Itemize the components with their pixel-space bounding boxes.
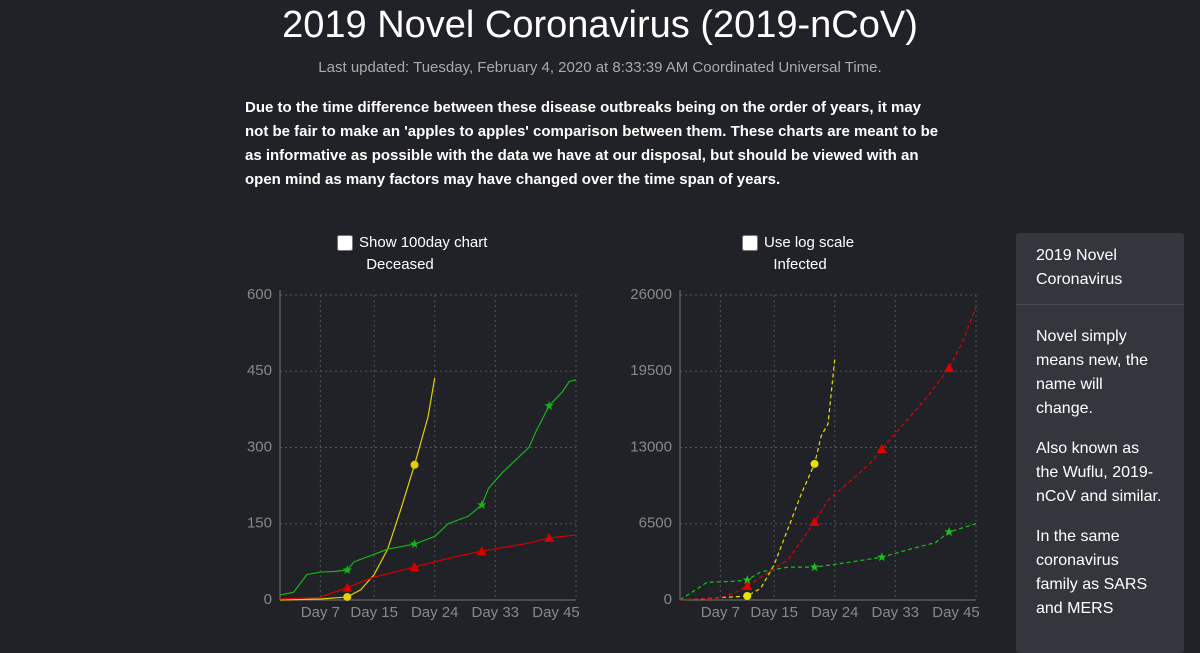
x-tick-label: Day 45 xyxy=(532,604,580,621)
sidebar: 2019 Novel Coronavirus Novel simply mean… xyxy=(1016,233,1184,653)
x-tick-label: Day 24 xyxy=(811,604,859,621)
point-marker xyxy=(944,362,955,372)
x-tick-label: Day 24 xyxy=(411,604,459,621)
y-tick-label: 600 xyxy=(247,286,272,303)
x-tick-label: Day 7 xyxy=(301,604,340,621)
sidebar-text: Also known as the Wuflu, 2019-nCoV and s… xyxy=(1036,440,1162,505)
point-marker xyxy=(544,532,555,542)
point-marker xyxy=(743,592,752,601)
point-marker xyxy=(544,400,554,410)
point-marker xyxy=(409,539,420,549)
series-line xyxy=(279,377,436,601)
y-tick-label: 26000 xyxy=(630,286,672,303)
sidebar-title: 2019 Novel Coronavirus xyxy=(1016,233,1184,305)
last-updated: Last updated: Tuesday, February 4, 2020 … xyxy=(318,59,882,76)
checkbox-100day[interactable]: Show 100day chart xyxy=(337,234,487,251)
point-marker xyxy=(809,516,820,526)
series-line xyxy=(279,534,577,600)
x-tick-label: Day 33 xyxy=(472,604,520,621)
y-tick-label: 300 xyxy=(247,438,272,455)
x-tick-label: Day 7 xyxy=(701,604,740,621)
y-tick-label: 450 xyxy=(247,362,272,379)
point-marker xyxy=(876,444,887,454)
chart-title: Infected xyxy=(773,256,826,273)
point-marker xyxy=(410,460,419,469)
x-tick-label: Day 15 xyxy=(750,604,798,621)
page: Deceased 0 150 300 450 600 Day 7 Day 15 Day 24 Da… xyxy=(245,4,1184,653)
point-marker xyxy=(809,562,820,572)
x-tick-label: Day 15 xyxy=(350,604,398,621)
charts: Deceased 0 150 300 450 600 Day 7 Day 15 Day 24 Da… xyxy=(247,256,980,621)
point-marker xyxy=(742,575,753,585)
chart-title: Deceased xyxy=(366,256,434,273)
checkbox[interactable] xyxy=(742,234,758,251)
checkbox[interactable] xyxy=(337,234,353,251)
series-line xyxy=(279,379,577,596)
point-marker xyxy=(409,561,420,571)
notice: Due to the time difference between these… xyxy=(245,99,939,188)
y-tick-label: 0 xyxy=(264,591,272,608)
y-tick-label: 6500 xyxy=(639,515,672,532)
y-tick-label: 19500 xyxy=(630,362,672,379)
y-tick-label: 0 xyxy=(664,591,672,608)
point-marker xyxy=(742,580,753,590)
series-line xyxy=(679,523,977,601)
point-marker xyxy=(944,526,954,537)
y-tick-label: 150 xyxy=(247,515,272,532)
checkbox-label: Use log scale xyxy=(764,234,855,251)
checkbox-log[interactable]: Use log scale xyxy=(742,234,854,251)
point-marker xyxy=(343,592,352,601)
x-tick-label: Day 33 xyxy=(872,604,920,621)
sidebar-text: In the same coronavirus family as SARS a… xyxy=(1036,528,1148,617)
series-line xyxy=(679,359,836,601)
series-line xyxy=(679,306,977,601)
sidebar-text: Novel simply means new, the name will ch… xyxy=(1036,328,1149,417)
point-marker xyxy=(810,459,819,468)
point-marker xyxy=(476,546,487,556)
x-tick-label: Day 45 xyxy=(932,604,980,621)
point-marker xyxy=(877,552,887,562)
checkbox-label: Show 100day chart xyxy=(359,234,488,251)
page-title: 2019 Novel Coronavirus (2019-nCoV) xyxy=(282,4,918,46)
y-tick-label: 13000 xyxy=(630,438,672,455)
point-marker xyxy=(477,499,487,509)
point-marker xyxy=(342,582,353,592)
point-marker xyxy=(342,565,353,575)
